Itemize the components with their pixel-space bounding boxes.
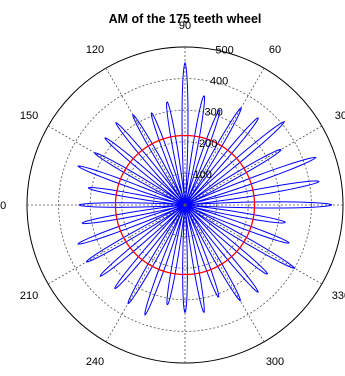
radial-gridline-300 [89,109,281,301]
angle-tick-label-210: 210 [20,290,38,302]
tick-labels: 1002003004005003060901201501802102402703… [0,20,345,368]
radial-tick-label-500: 500 [215,44,233,56]
angle-tick-label-150: 150 [20,110,38,122]
angle-tick-label-30: 30 [335,110,345,122]
radial-gridline-100 [152,172,217,237]
radial-tick-label-200: 200 [199,138,217,150]
radial-tick-label-400: 400 [210,76,228,88]
angle-tick-label-330: 330 [332,290,345,302]
radial-gridline-200 [121,141,249,269]
series-blue-lobes [76,61,333,316]
series-layer [76,61,333,316]
polar-grid [26,46,344,364]
angle-tick-label-60: 60 [269,44,281,56]
radial-gridline-400 [58,78,312,332]
angle-tick-label-180: 180 [0,200,6,212]
chart-title: AM of the 175 teeth wheel [109,12,262,26]
angle-tick-label-90: 90 [179,20,191,32]
radial-tick-label-300: 300 [204,107,222,119]
radial-tick-label-100: 100 [193,169,211,181]
angle-tick-label-300: 300 [266,356,284,368]
angle-tick-label-240: 240 [86,356,104,368]
series-red-circle [114,134,256,276]
angle-tick-label-120: 120 [86,44,104,56]
